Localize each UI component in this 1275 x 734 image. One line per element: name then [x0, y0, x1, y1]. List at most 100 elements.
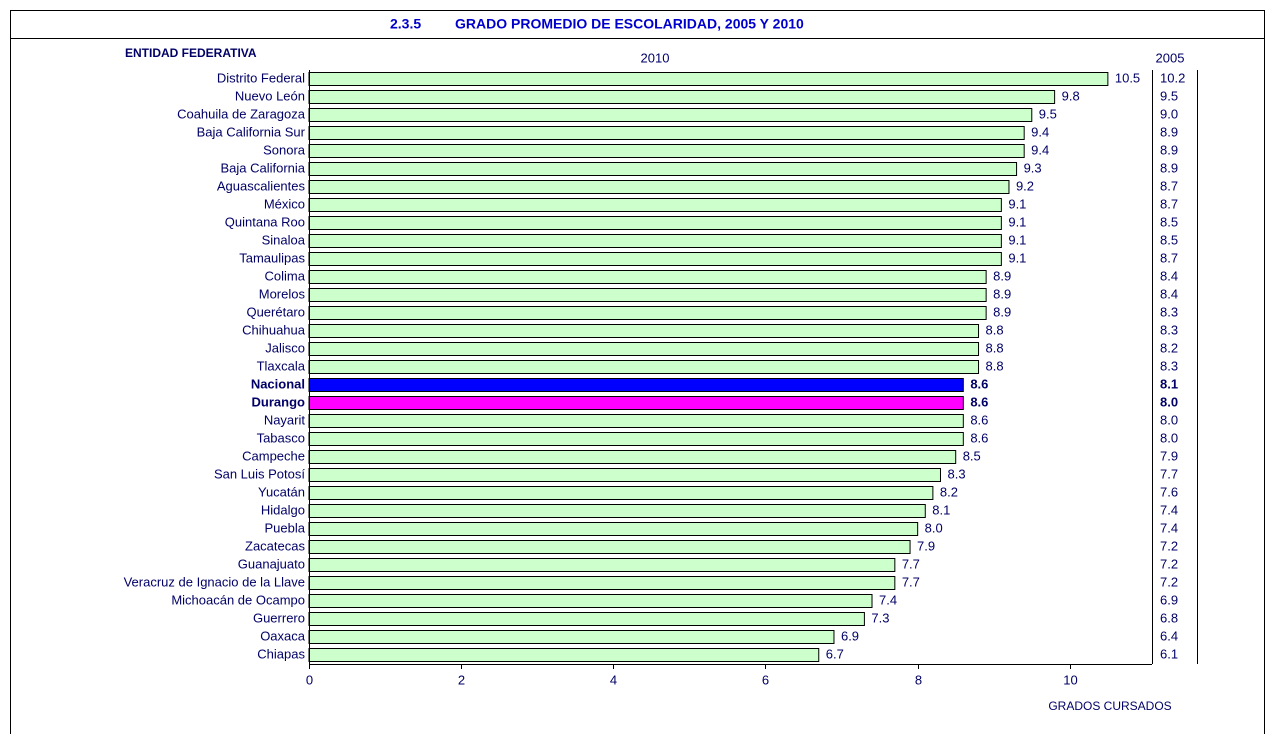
x-tick-label: 8: [915, 672, 922, 687]
bar: [308, 216, 1002, 230]
bar: [308, 108, 1033, 122]
table-value: 8.2: [1160, 340, 1178, 355]
bar: [308, 648, 820, 662]
category-label: Guanajuato: [238, 556, 305, 571]
value-label: 9.5: [1039, 106, 1057, 121]
bar: [308, 252, 1002, 266]
category-label: Coahuila de Zaragoza: [177, 106, 306, 121]
category-label: Colima: [265, 268, 306, 283]
bar: [308, 504, 926, 518]
table-value: 8.1: [1160, 376, 1178, 391]
value-label: 8.8: [986, 322, 1004, 337]
table-value: 7.4: [1160, 520, 1178, 535]
bar: [308, 288, 987, 302]
category-label: Veracruz de Ignacio de la Llave: [124, 574, 305, 589]
bar: [308, 162, 1018, 176]
bar: [308, 180, 1010, 194]
x-tick-label: 2: [458, 672, 465, 687]
value-label: 7.7: [902, 556, 920, 571]
bar: [308, 234, 1002, 248]
value-label: 9.1: [1008, 196, 1026, 211]
value-label: 7.9: [917, 538, 935, 553]
bar: [308, 612, 865, 626]
x-tick-label: 4: [610, 672, 617, 687]
value-label: 8.1: [932, 502, 950, 517]
category-label: Jalisco: [265, 340, 305, 355]
table-value: 6.8: [1160, 610, 1178, 625]
bar: [308, 198, 1002, 212]
value-label: 8.6: [970, 430, 988, 445]
category-label: Sonora: [263, 142, 306, 157]
category-label: Nayarit: [264, 412, 306, 427]
table-value: 8.4: [1160, 286, 1178, 301]
category-label: Morelos: [259, 286, 306, 301]
value-label: 8.9: [993, 268, 1011, 283]
value-label: 8.6: [970, 394, 988, 409]
table-value: 8.0: [1160, 412, 1178, 427]
category-axis-title: ENTIDAD FEDERATIVA: [125, 46, 257, 60]
table-value: 7.2: [1160, 556, 1178, 571]
x-tick-label: 10: [1063, 672, 1077, 687]
category-label: Baja California Sur: [197, 124, 306, 139]
bar: [308, 396, 964, 410]
category-label: Guerrero: [253, 610, 305, 625]
value-label: 8.2: [940, 484, 958, 499]
category-label: Oaxaca: [260, 628, 306, 643]
table-value: 8.9: [1160, 142, 1178, 157]
bar: [308, 468, 941, 482]
x-tick-label: 6: [762, 672, 769, 687]
category-label: Chihuahua: [242, 322, 306, 337]
category-label: Sinaloa: [262, 232, 306, 247]
title-number: 2.3.5: [390, 16, 421, 32]
table-value: 7.7: [1160, 466, 1178, 481]
value-label: 9.8: [1062, 88, 1080, 103]
bar: [308, 90, 1056, 104]
value-label: 7.7: [902, 574, 920, 589]
table-value: 7.2: [1160, 538, 1178, 553]
bar: [308, 360, 980, 374]
x-tick-label: 0: [306, 672, 313, 687]
category-label: San Luis Potosí: [214, 466, 305, 481]
value-label: 6.7: [826, 646, 844, 661]
bar: [308, 126, 1025, 140]
bar: [308, 270, 987, 284]
value-label: 7.3: [871, 610, 889, 625]
chart-title: GRADO PROMEDIO DE ESCOLARIDAD, 2005 Y 20…: [455, 16, 804, 32]
bar: [308, 576, 896, 590]
value-label: 8.6: [970, 376, 988, 391]
value-label: 8.5: [963, 448, 981, 463]
category-label: Zacatecas: [245, 538, 305, 553]
bar: [308, 594, 873, 608]
table-value: 10.2: [1160, 70, 1185, 85]
bar: [308, 540, 911, 554]
bar: [308, 414, 964, 428]
table-value: 8.7: [1160, 250, 1178, 265]
value-label: 8.6: [970, 412, 988, 427]
table-column-title: 2005: [1156, 50, 1185, 65]
table-value: 9.5: [1160, 88, 1178, 103]
bar: [308, 486, 934, 500]
table-value: 9.0: [1160, 106, 1178, 121]
category-label: Nuevo León: [235, 88, 305, 103]
category-label: Tamaulipas: [239, 250, 305, 265]
table-value: 8.0: [1160, 430, 1178, 445]
table-value: 7.2: [1160, 574, 1178, 589]
bar: [308, 450, 957, 464]
bar: [308, 144, 1025, 158]
bar: [308, 432, 964, 446]
value-label: 8.9: [993, 286, 1011, 301]
table-value: 8.5: [1160, 232, 1178, 247]
category-label: Querétaro: [246, 304, 305, 319]
value-label: 8.0: [925, 520, 943, 535]
category-label: Tlaxcala: [257, 358, 306, 373]
category-label: Distrito Federal: [217, 70, 305, 85]
value-label: 8.3: [947, 466, 965, 481]
bar: [308, 522, 919, 536]
category-label: Hidalgo: [261, 502, 305, 517]
table-value: 7.6: [1160, 484, 1178, 499]
table-value: 8.3: [1160, 322, 1178, 337]
category-label: Puebla: [265, 520, 306, 535]
category-label: Aguascalientes: [217, 178, 306, 193]
value-label: 8.8: [986, 340, 1004, 355]
